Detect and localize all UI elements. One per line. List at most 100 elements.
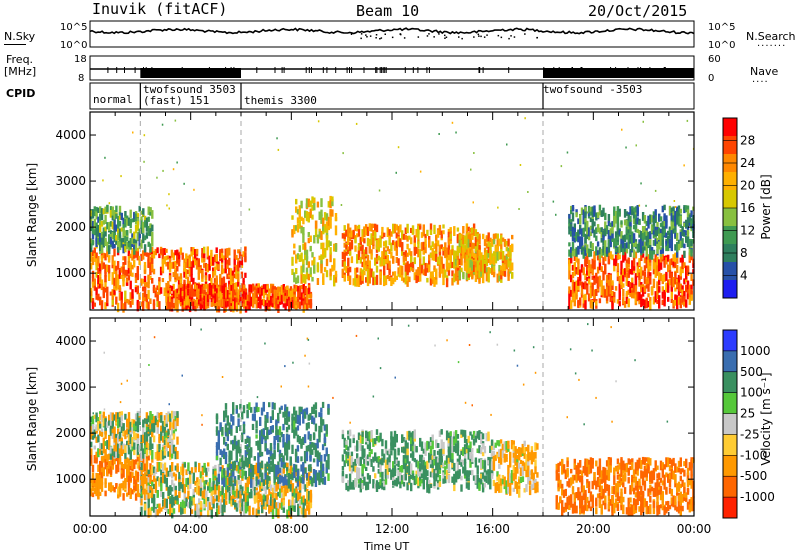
power-echo-cell	[661, 205, 664, 213]
power-echo-cell	[246, 294, 249, 304]
power-echo-cell	[307, 261, 310, 268]
power-echo-cell	[131, 233, 134, 239]
power-echo-cell	[406, 277, 409, 287]
power-echo-cell	[570, 205, 573, 210]
power-echo-cell	[589, 231, 593, 236]
power-echo-cell	[386, 263, 389, 270]
power-echo-cell	[377, 244, 380, 252]
velocity-echo-cell	[158, 449, 161, 454]
velocity-echo-cell	[127, 467, 131, 477]
velocity-echo-cell	[174, 426, 177, 432]
power-echo-cell	[316, 278, 320, 285]
power-echo-cell	[138, 234, 141, 243]
power-echo-cell	[363, 270, 366, 276]
power-echo-cell	[665, 282, 668, 292]
velocity-echo-cell	[131, 489, 134, 495]
power-echo-cell	[511, 245, 514, 253]
power-echo-cell	[641, 253, 645, 258]
velocity-echo-cell	[102, 437, 105, 445]
power-echo-cell	[676, 241, 679, 247]
power-echo-cell	[647, 235, 650, 243]
velocity-echo-cell	[181, 477, 185, 485]
power-echo-cell	[568, 259, 571, 267]
power-echo-cell	[111, 299, 114, 306]
velocity-echo-cell	[255, 494, 258, 503]
power-echo-cell	[424, 244, 427, 254]
velocity-echo-cell	[221, 495, 224, 503]
nave-tick-mark	[256, 67, 258, 73]
power-echo-cell	[104, 253, 107, 261]
power-echo-cell	[598, 258, 602, 263]
power-echo-cell	[602, 230, 605, 235]
power-echo-cell	[246, 300, 249, 306]
power-echo-cell	[279, 291, 282, 296]
power-echo-cell	[645, 230, 648, 238]
power-echo-cell	[275, 289, 278, 295]
power-echo-cell	[582, 227, 585, 237]
power-echo-cell	[277, 303, 280, 313]
noise-search-dot	[433, 36, 435, 38]
power-echo-cell	[471, 269, 474, 278]
velocity-echo-cell	[165, 477, 168, 488]
power-echo-cell	[234, 292, 237, 297]
power-echo-cell	[124, 230, 127, 237]
power-echo-cell	[647, 293, 650, 298]
velocity-echo-cell	[118, 490, 122, 497]
power-echo-cell	[661, 286, 664, 292]
velocity-echo-cell	[147, 416, 150, 423]
power-echo-cell	[587, 293, 591, 302]
power-echo-cell	[485, 267, 489, 275]
power-echo-cell	[304, 210, 307, 218]
power-echo-cell	[595, 272, 598, 283]
power-echo-cell	[161, 248, 165, 258]
power-echo-cell	[629, 269, 632, 275]
power-echo-cell	[365, 224, 368, 232]
power-echo-cell	[215, 260, 218, 270]
power-echo-cell	[235, 302, 239, 311]
velocity-echo-cell	[221, 487, 224, 496]
power-echo-cell	[222, 276, 226, 284]
power-echo-cell	[352, 278, 355, 286]
power-echo-cell	[136, 267, 139, 275]
power-echo-cell	[668, 233, 672, 239]
power-echo-cell	[690, 289, 693, 295]
velocity-echo-cell	[172, 411, 176, 420]
power-echo-cell	[609, 233, 612, 239]
power-echo-cell	[366, 260, 370, 267]
power-echo-cell	[174, 299, 177, 306]
velocity-echo-cell	[190, 500, 194, 506]
power-echo-cell	[158, 288, 161, 295]
power-echo-cell	[665, 245, 668, 252]
power-echo-cell	[482, 233, 485, 240]
power-echo-cell	[571, 241, 575, 251]
power-echo-cell	[500, 241, 503, 249]
power-echo-cell	[203, 246, 206, 256]
noise-search-dot	[508, 37, 510, 40]
power-echo-cell	[348, 275, 352, 285]
power-echo-cell	[674, 232, 677, 238]
power-echo-cell	[368, 238, 371, 246]
power-echo-cell	[194, 299, 197, 306]
power-echo-cell	[690, 249, 693, 257]
power-echo-cell	[424, 262, 427, 272]
power-echo-cell	[240, 254, 244, 262]
power-echo-cell	[93, 218, 96, 226]
power-echo-cell	[142, 233, 145, 244]
velocity-echo-cell	[109, 425, 113, 433]
power-echo-cell	[665, 240, 668, 247]
power-echo-cell	[309, 208, 312, 219]
power-echo-cell	[658, 259, 661, 269]
nave-tick-mark	[151, 67, 153, 73]
velocity-echo-cell	[275, 508, 278, 518]
power-echo-cell	[408, 263, 411, 273]
power-echo-cell	[178, 294, 181, 300]
power-echo-cell	[570, 274, 573, 283]
power-echo-cell	[93, 211, 96, 217]
velocity-echo-cell	[104, 432, 107, 439]
power-echo-cell	[571, 272, 575, 279]
power-echo-cell	[632, 207, 636, 213]
velocity-echo-cell	[142, 457, 145, 463]
power-echo-cell	[145, 217, 149, 225]
power-echo-cell	[214, 284, 217, 292]
power-echo-cell	[220, 293, 224, 300]
